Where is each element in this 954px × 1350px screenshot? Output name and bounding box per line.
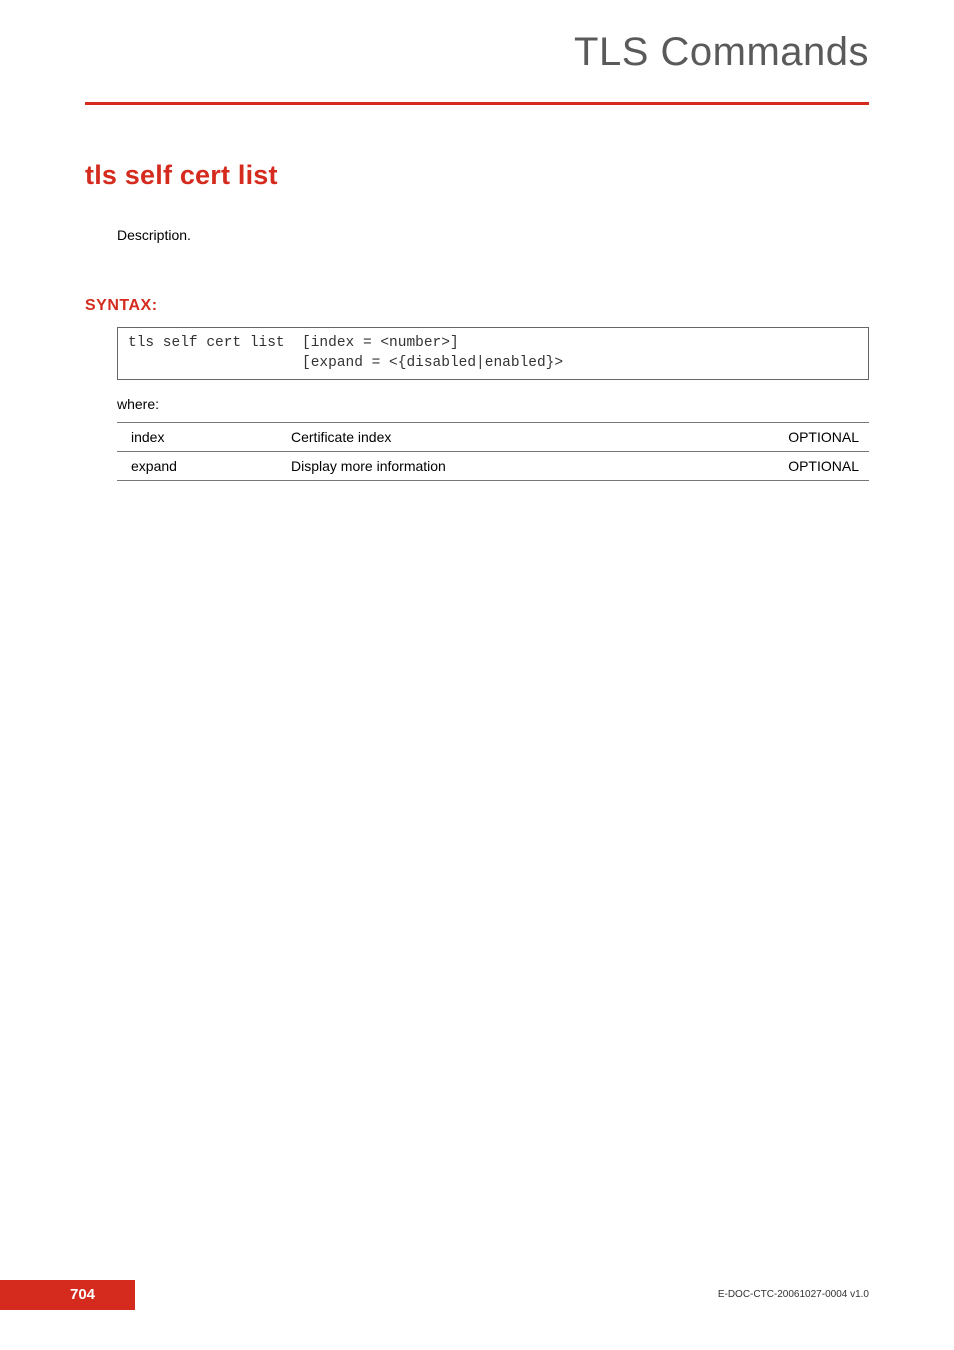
code-line: tls self cert list [index = <number>] — [128, 335, 459, 351]
param-optional: OPTIONAL — [754, 423, 869, 452]
page-footer: 704 E-DOC-CTC-20061027-0004 v1.0 — [0, 1280, 954, 1310]
page: TLS Commands tls self cert list Descript… — [0, 0, 954, 1350]
footer-doc-id: E-DOC-CTC-20061027-0004 v1.0 — [718, 1280, 869, 1310]
param-optional: OPTIONAL — [754, 452, 869, 481]
table-row: index Certificate index OPTIONAL — [117, 423, 869, 452]
section-title: tls self cert list — [85, 160, 869, 191]
content: tls self cert list Description. SYNTAX: … — [85, 105, 869, 481]
page-header: TLS Commands — [85, 30, 869, 105]
param-desc: Display more information — [277, 452, 754, 481]
parameter-table: index Certificate index OPTIONAL expand … — [117, 422, 869, 481]
section-description: Description. — [117, 227, 869, 243]
syntax-label: SYNTAX: — [85, 297, 869, 315]
code-line: [expand = <{disabled|enabled}> — [128, 355, 563, 371]
param-name: expand — [117, 452, 277, 481]
syntax-code-box: tls self cert list [index = <number>] [e… — [117, 327, 869, 380]
param-name: index — [117, 423, 277, 452]
header-rule — [85, 102, 869, 105]
param-desc: Certificate index — [277, 423, 754, 452]
table-row: expand Display more information OPTIONAL — [117, 452, 869, 481]
header-title: TLS Commands — [574, 30, 869, 75]
footer-page-number: 704 — [0, 1280, 135, 1310]
where-label: where: — [117, 396, 869, 412]
